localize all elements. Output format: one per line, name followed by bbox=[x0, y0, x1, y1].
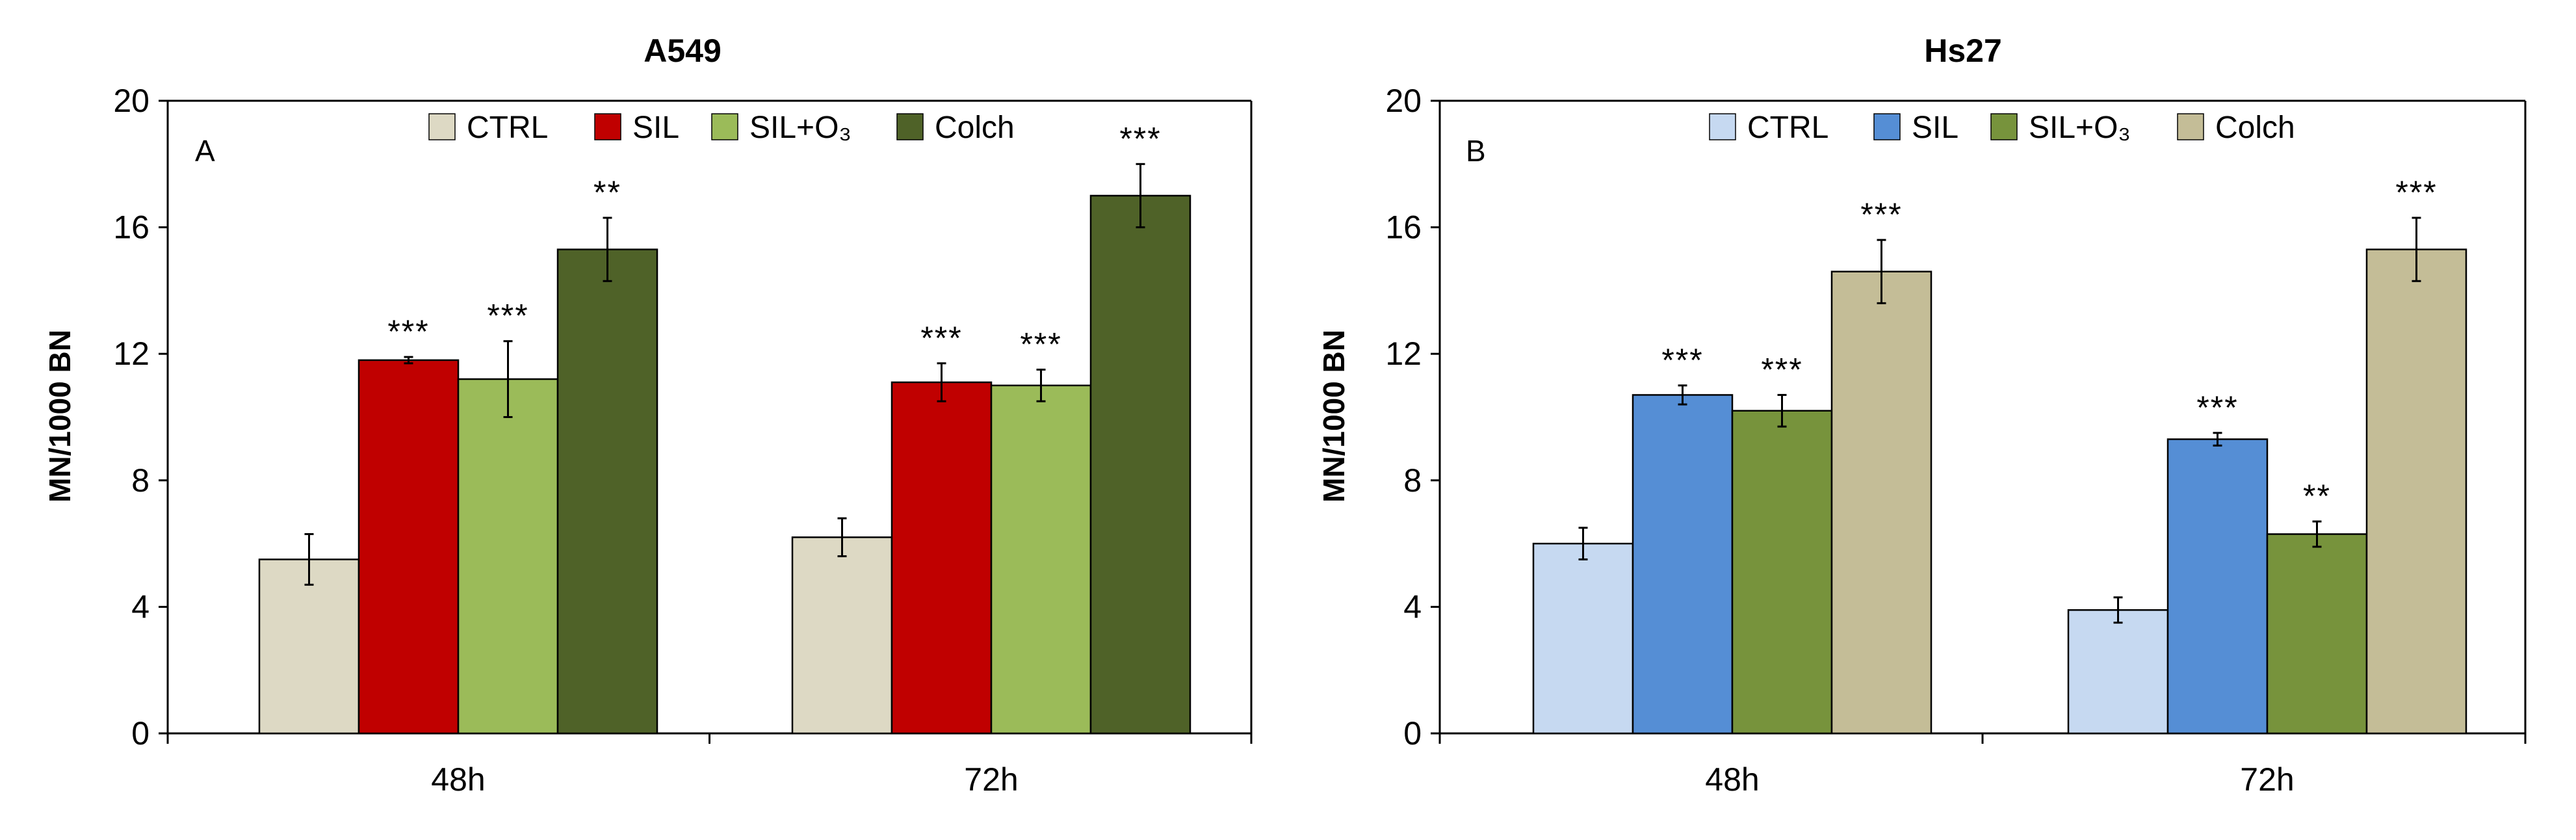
bar bbox=[358, 359, 460, 735]
bar bbox=[1532, 542, 1634, 735]
bar bbox=[2067, 609, 2169, 735]
y-tick-label: 8 bbox=[1403, 462, 1422, 499]
legend-item-sil: SIL bbox=[594, 111, 679, 145]
chart-panel-hs27: Hs27 MN/1000 BN B CTRL SIL SIL+O₃ Colch … bbox=[1317, 33, 2527, 798]
chart-title: A549 bbox=[644, 33, 722, 69]
y-tick-label: 4 bbox=[1403, 588, 1422, 625]
significance-marker: *** bbox=[387, 313, 429, 350]
significance-marker: ** bbox=[593, 174, 621, 211]
y-tick-label: 20 bbox=[113, 83, 150, 119]
y-axis-label: MN/1000 BN bbox=[43, 330, 77, 503]
legend-label-colch: Colch bbox=[935, 111, 1015, 145]
significance-marker: *** bbox=[1860, 196, 1902, 233]
bar bbox=[2266, 533, 2368, 735]
bar bbox=[2166, 438, 2269, 735]
chart-panel-a549: A549 MN/1000 BN A CTRL SIL SIL+O₃ Colch … bbox=[43, 33, 1253, 798]
legend: CTRL SIL SIL+O₃ Colch bbox=[1709, 111, 2295, 145]
legend-label-sil-o3: SIL+O₃ bbox=[749, 111, 852, 145]
bar bbox=[556, 248, 658, 735]
legend-item-sil: SIL bbox=[1873, 111, 1958, 145]
y-tick-label: 16 bbox=[1385, 209, 1422, 246]
y-tick-label: 0 bbox=[1403, 715, 1422, 752]
legend-item-sil-o3: SIL+O₃ bbox=[1990, 111, 2131, 145]
significance-marker: *** bbox=[1761, 351, 1802, 387]
y-axis-label: MN/1000 BN bbox=[1317, 330, 1351, 503]
significance-marker: *** bbox=[2196, 389, 2238, 426]
legend-label-sil: SIL bbox=[632, 111, 679, 145]
significance-marker: *** bbox=[1661, 342, 1703, 378]
bar bbox=[1731, 410, 1833, 735]
legend-swatch-sil bbox=[1873, 113, 1901, 140]
y-tick-label: 20 bbox=[1385, 83, 1422, 119]
y-tick-label: 0 bbox=[131, 715, 150, 752]
legend-label-sil: SIL bbox=[1912, 111, 1958, 145]
bar bbox=[1089, 194, 1191, 735]
legend-item-colch: Colch bbox=[896, 111, 1015, 145]
legend-swatch-colch bbox=[896, 113, 924, 140]
legend-item-colch: Colch bbox=[2177, 111, 2295, 145]
legend-label-colch: Colch bbox=[2215, 111, 2295, 145]
panel-letter: B bbox=[1466, 134, 1486, 168]
legend-label-ctrl: CTRL bbox=[467, 111, 548, 145]
significance-marker: *** bbox=[487, 298, 528, 334]
legend-item-ctrl: CTRL bbox=[428, 111, 548, 145]
y-tick-label: 4 bbox=[131, 588, 150, 625]
y-tick-label: 12 bbox=[1385, 335, 1422, 372]
bar bbox=[258, 558, 360, 735]
legend-label-ctrl: CTRL bbox=[1747, 111, 1828, 145]
x-tick-label: 72h bbox=[2240, 761, 2294, 798]
legend-swatch-sil bbox=[594, 113, 621, 140]
bar bbox=[1632, 394, 1734, 735]
bar bbox=[891, 381, 993, 735]
chart-title: Hs27 bbox=[1924, 33, 2002, 69]
legend-label-sil-o3: SIL+O₃ bbox=[2029, 111, 2131, 145]
bar bbox=[990, 384, 1092, 735]
bar bbox=[791, 536, 893, 735]
bar bbox=[457, 378, 559, 735]
significance-marker: *** bbox=[1020, 326, 1061, 363]
panel-letter: A bbox=[195, 134, 215, 168]
bar bbox=[1830, 270, 1932, 735]
legend-item-ctrl: CTRL bbox=[1709, 111, 1828, 145]
x-tick-label: 72h bbox=[964, 761, 1018, 798]
significance-marker: *** bbox=[2395, 174, 2437, 211]
x-tick-label: 48h bbox=[1705, 761, 1759, 798]
significance-marker: ** bbox=[2303, 478, 2331, 514]
legend-swatch-ctrl bbox=[428, 113, 456, 140]
legend-swatch-sil-o3 bbox=[711, 113, 738, 140]
x-tick-label: 48h bbox=[431, 761, 485, 798]
y-tick-label: 8 bbox=[131, 462, 150, 499]
bar bbox=[2365, 248, 2467, 735]
legend: CTRL SIL SIL+O₃ Colch bbox=[428, 111, 1015, 145]
significance-marker: *** bbox=[1119, 120, 1161, 157]
y-tick-label: 12 bbox=[113, 335, 150, 372]
legend-swatch-sil-o3 bbox=[1990, 113, 2018, 140]
y-tick-label: 16 bbox=[113, 209, 150, 246]
legend-swatch-ctrl bbox=[1709, 113, 1736, 140]
legend-item-sil-o3: SIL+O₃ bbox=[711, 111, 852, 145]
significance-marker: *** bbox=[920, 320, 962, 356]
legend-swatch-colch bbox=[2177, 113, 2204, 140]
